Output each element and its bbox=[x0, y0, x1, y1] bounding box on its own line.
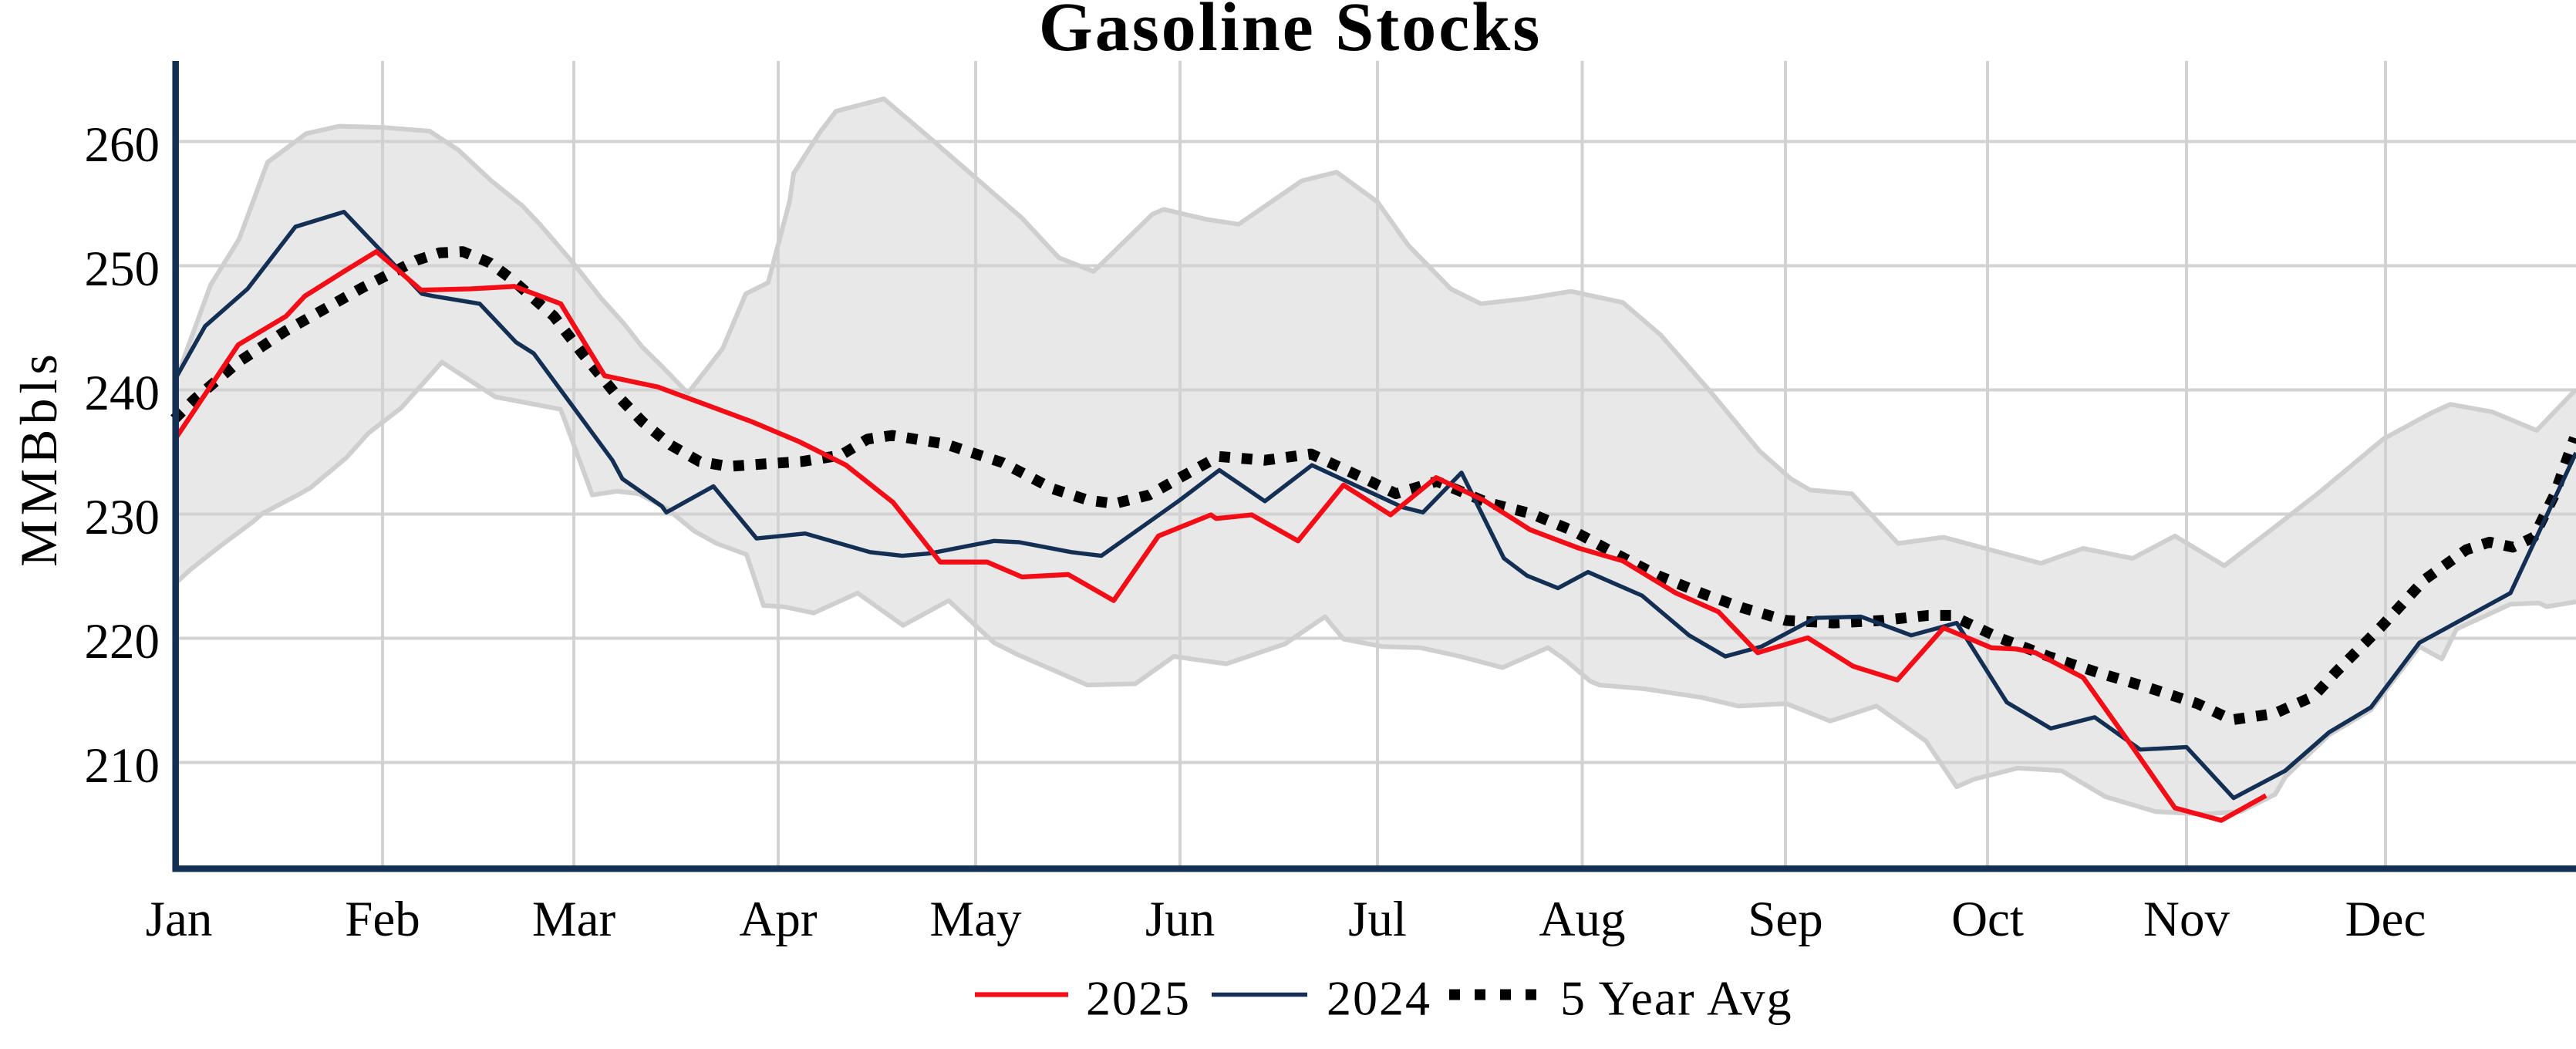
svg-text:260: 260 bbox=[85, 117, 160, 173]
svg-text:Gasoline Stocks: Gasoline Stocks bbox=[1039, 0, 1543, 66]
svg-text:Sep: Sep bbox=[1748, 892, 1823, 947]
svg-text:5 Year Avg: 5 Year Avg bbox=[1560, 971, 1793, 1026]
svg-text:May: May bbox=[929, 892, 1022, 947]
svg-text:250: 250 bbox=[85, 241, 160, 297]
svg-text:240: 240 bbox=[85, 366, 160, 421]
svg-text:Aug: Aug bbox=[1539, 892, 1626, 947]
svg-text:Dec: Dec bbox=[2345, 892, 2426, 947]
svg-text:Mar: Mar bbox=[532, 892, 616, 947]
svg-text:MMBbls: MMBbls bbox=[9, 349, 68, 567]
svg-text:Feb: Feb bbox=[345, 892, 420, 947]
svg-text:Jan: Jan bbox=[146, 892, 213, 947]
svg-text:Jun: Jun bbox=[1145, 892, 1215, 947]
svg-text:Jul: Jul bbox=[1348, 892, 1407, 947]
svg-text:Nov: Nov bbox=[2143, 892, 2230, 947]
svg-text:220: 220 bbox=[85, 614, 160, 670]
svg-text:Oct: Oct bbox=[1951, 892, 2024, 947]
svg-text:2025: 2025 bbox=[1086, 971, 1191, 1026]
svg-text:230: 230 bbox=[85, 490, 160, 545]
svg-text:2024: 2024 bbox=[1327, 971, 1431, 1026]
svg-text:210: 210 bbox=[85, 738, 160, 794]
svg-text:Apr: Apr bbox=[739, 892, 817, 947]
